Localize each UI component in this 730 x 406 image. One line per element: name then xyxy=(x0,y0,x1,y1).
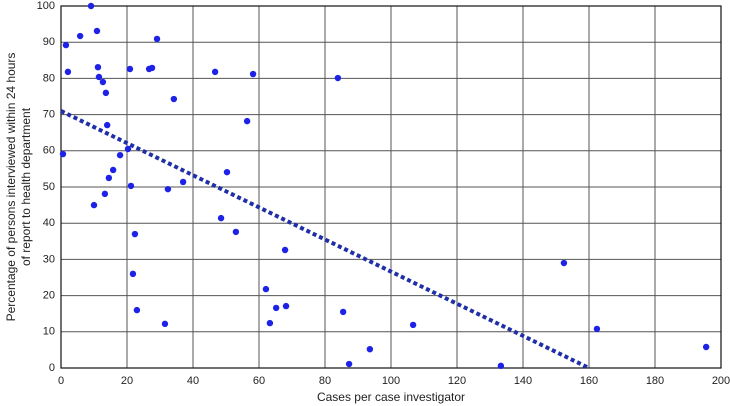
point xyxy=(127,182,135,190)
point xyxy=(560,259,568,267)
x-tick-label: 140 xyxy=(514,375,532,387)
point xyxy=(90,201,98,209)
y-tick-label: 20 xyxy=(43,290,55,302)
x-tick-label: 160 xyxy=(580,375,598,387)
x-tick-label: 60 xyxy=(253,375,265,387)
x-tick-label: 20 xyxy=(121,375,133,387)
point xyxy=(102,89,110,97)
point xyxy=(126,65,134,73)
point xyxy=(109,166,117,174)
point xyxy=(64,68,72,76)
y-tick-label: 40 xyxy=(43,217,55,229)
point xyxy=(345,360,353,368)
point xyxy=(133,306,141,314)
point xyxy=(99,78,107,86)
y-tick-label: 50 xyxy=(43,181,55,193)
point xyxy=(87,2,95,10)
x-tick-label: 0 xyxy=(58,375,64,387)
point xyxy=(95,73,103,81)
point xyxy=(59,150,67,158)
y-tick-label: 30 xyxy=(43,253,55,265)
y-tick-label: 90 xyxy=(43,36,55,48)
y-tick-label: 100 xyxy=(37,0,55,12)
point xyxy=(101,190,109,198)
y-tick-label: 70 xyxy=(43,109,55,121)
point xyxy=(62,41,70,49)
y-tick-label: 0 xyxy=(49,362,55,374)
point xyxy=(702,343,710,351)
point xyxy=(249,70,257,78)
point xyxy=(232,228,240,236)
y-axis-label: Percentage of persons interviewed within… xyxy=(4,53,33,322)
point xyxy=(366,345,374,353)
point xyxy=(153,35,161,43)
x-tick-label: 40 xyxy=(187,375,199,387)
point xyxy=(105,174,113,182)
x-tick-label: 200 xyxy=(712,375,730,387)
point xyxy=(409,321,417,329)
x-tick-label: 80 xyxy=(319,375,331,387)
point xyxy=(116,151,124,159)
point xyxy=(131,230,139,238)
point xyxy=(76,32,84,40)
point xyxy=(148,64,156,72)
point xyxy=(243,117,251,125)
point xyxy=(339,308,347,316)
point xyxy=(129,270,137,278)
point xyxy=(272,304,280,312)
y-axis-label-line: of report to health department xyxy=(19,107,33,266)
point xyxy=(124,145,132,153)
point xyxy=(104,121,111,129)
y-tick-label: 60 xyxy=(43,145,55,157)
point xyxy=(217,214,225,222)
point xyxy=(94,63,102,71)
point xyxy=(93,27,101,35)
point xyxy=(223,168,231,176)
plot-frame xyxy=(60,5,722,369)
point xyxy=(593,325,601,333)
point xyxy=(281,246,289,254)
point xyxy=(497,362,505,370)
x-tick-label: 100 xyxy=(382,375,400,387)
x-axis-label: Cases per case investigator xyxy=(317,390,465,404)
y-tick-label: 10 xyxy=(43,326,55,338)
x-tick-label: 120 xyxy=(448,375,466,387)
point xyxy=(334,74,342,82)
y-tick-label: 80 xyxy=(43,72,55,84)
x-tick-label: 180 xyxy=(646,375,664,387)
point xyxy=(282,302,290,310)
point xyxy=(211,68,219,76)
point xyxy=(266,319,274,327)
point xyxy=(179,178,187,186)
point xyxy=(262,285,270,293)
point xyxy=(161,320,169,328)
point xyxy=(170,95,178,103)
point xyxy=(164,185,172,193)
y-axis-label-line: Percentage of persons interviewed within… xyxy=(4,53,18,322)
